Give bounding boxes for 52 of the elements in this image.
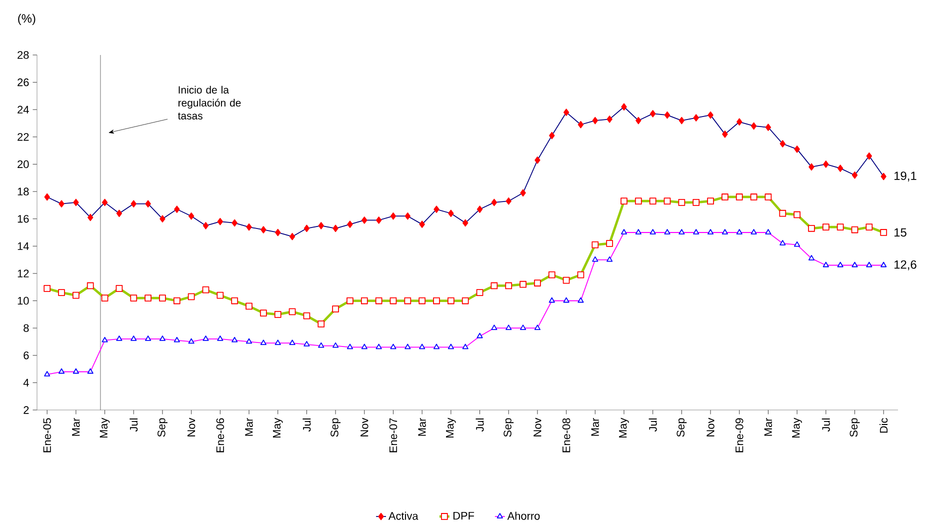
x-tick-label: Jul <box>822 418 830 432</box>
x-tick-label: Sep <box>330 418 340 437</box>
y-tick-label: 16 <box>18 214 29 223</box>
x-tick-label: May <box>100 418 110 438</box>
y-tick-label: 20 <box>18 160 29 168</box>
x-tick-label: Mar <box>72 418 80 436</box>
x-tick-label: Nov <box>360 418 368 436</box>
x-tick-label: Mar <box>418 418 426 436</box>
legend-label: DPF <box>453 512 474 520</box>
y-tick-label: 14 <box>18 242 29 250</box>
x-tick-label: Sep <box>158 418 168 437</box>
x-tick-label: Nov <box>188 418 196 436</box>
x-tick-label: May <box>272 418 283 438</box>
y-tick-label: 8 <box>24 324 29 332</box>
x-tick-label: Mar <box>245 418 253 436</box>
x-tick-label: Ene-07 <box>389 418 398 452</box>
x-tick-label: Jul <box>302 418 311 432</box>
y-tick-label: 12 <box>18 270 29 278</box>
x-tick-label: May <box>792 418 802 438</box>
x-tick-label: Sep <box>504 418 514 437</box>
x-tick-label: Mar <box>764 418 772 436</box>
x-tick-label: Jul <box>476 418 484 432</box>
x-tick-label: Dic <box>880 418 888 433</box>
y-tick-label: 22 <box>18 133 29 141</box>
x-tick-label: Jul <box>130 418 138 432</box>
legend-label: Ahorro <box>507 512 540 520</box>
y-tick-label: 2 <box>24 406 29 414</box>
annotation: 12,6 <box>894 260 916 270</box>
x-tick-label: May <box>446 418 456 438</box>
x-tick-label: Nov <box>706 418 714 436</box>
x-tick-label: Ene-05 <box>43 418 51 452</box>
y-tick-label: 26 <box>18 78 29 86</box>
y-axis-title: (%) <box>18 14 36 26</box>
legend-label: Activa <box>388 512 418 520</box>
x-tick-label: Ene-09 <box>736 418 744 452</box>
x-tick-label: May <box>619 418 629 438</box>
x-tick-label: Sep <box>850 418 860 437</box>
y-tick-label: 28 <box>18 51 29 59</box>
x-tick-label: Ene-06 <box>216 418 224 452</box>
x-tick-label: Sep <box>676 418 687 437</box>
annotation: 19,1 <box>894 172 916 182</box>
x-tick-label: Jul <box>648 418 657 432</box>
y-tick-label: 6 <box>24 352 29 360</box>
x-tick-label: Nov <box>534 418 542 436</box>
y-tick-label: 4 <box>23 378 29 386</box>
y-tick-label: 10 <box>18 296 29 305</box>
annotation: Inicio de la regulación de tasas <box>178 86 241 120</box>
x-tick-label: Ene-08 <box>562 418 570 452</box>
annotation: 15 <box>894 228 906 237</box>
y-tick-label: 24 <box>18 106 29 114</box>
y-tick-label: 18 <box>18 188 29 196</box>
x-tick-label: Mar <box>591 418 599 436</box>
